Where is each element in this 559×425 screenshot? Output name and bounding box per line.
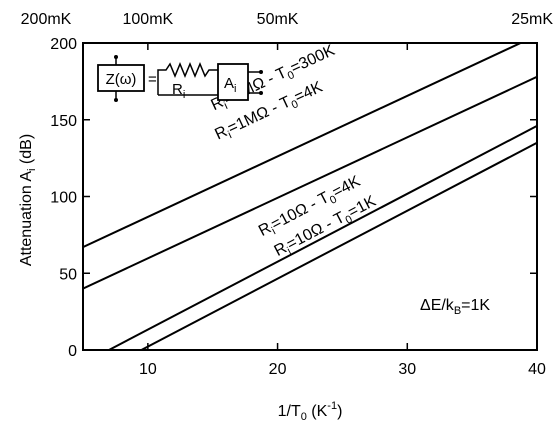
circuit-inset: Z(ω) = Ri Ai: [97, 55, 263, 102]
terminal-z-bottom: [114, 98, 118, 102]
impedance-label: Z(ω): [106, 71, 137, 88]
y-tick-label: 200: [50, 36, 77, 53]
x-tick-label: 20: [269, 361, 287, 378]
amplifier-label: Ai: [224, 75, 236, 95]
top-axis-label: 100mK: [123, 11, 174, 28]
axis-ticks: 10 20 30 40 0 50 100 150 200 200mK 100mK 50mK 25mK: [21, 11, 554, 378]
terminal-bottom: [259, 91, 263, 95]
y-axis-title: Attenuation Ai (dB): [18, 134, 38, 266]
y-tick-label: 0: [68, 343, 77, 360]
energy-annotation: ΔE/kB=1K: [420, 297, 490, 317]
resistor-label: Ri: [172, 81, 185, 101]
series-lines: [83, 43, 537, 350]
equals-sign: =: [148, 71, 157, 88]
x-tick-label: 40: [528, 361, 546, 378]
top-axis-label: 200mK: [21, 11, 72, 28]
amplifier-box: [217, 63, 249, 101]
top-axis-label: 25mK: [511, 11, 553, 28]
circuit-wire: [157, 62, 218, 95]
y-tick-label: 50: [59, 266, 77, 283]
series-line: [108, 125, 537, 350]
terminal-z-top: [114, 55, 118, 59]
x-tick-label: 10: [139, 361, 157, 378]
x-tick-label: 30: [398, 361, 416, 378]
impedance-box: [97, 64, 145, 92]
x-axis-title: 1/T0 (K-1): [278, 400, 343, 423]
y-tick-label: 150: [50, 113, 77, 130]
terminal-top: [259, 70, 263, 74]
series-line: [140, 141, 537, 350]
top-axis-label: 50mK: [257, 11, 299, 28]
series-line: [83, 43, 523, 249]
series-line: [83, 75, 537, 290]
y-tick-label: 100: [50, 190, 77, 207]
